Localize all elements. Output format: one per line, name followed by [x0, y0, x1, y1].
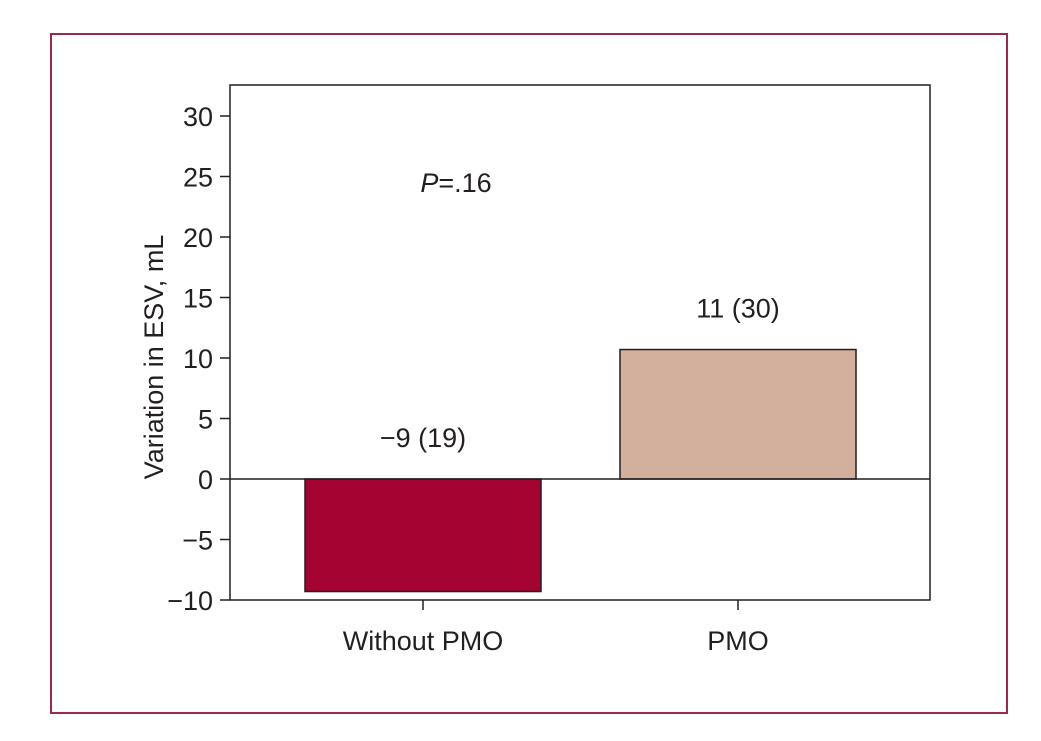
bar-pmo	[619, 348, 857, 480]
bars	[304, 348, 857, 593]
y-tick-label: 25	[183, 163, 213, 193]
x-tick-label: PMO	[707, 626, 769, 656]
bar-without-pmo	[304, 478, 542, 593]
y-tick-label: 0	[198, 465, 213, 495]
p-value: =.16	[438, 168, 491, 198]
bar-value-label: 11 (30)	[696, 294, 780, 324]
x-axis-ticks: Without PMO PMO	[343, 600, 769, 656]
y-axis-label: Variation in ESV, mL	[139, 235, 169, 480]
p-value-annotation: P=.16	[420, 168, 491, 198]
x-tick-label: Without PMO	[343, 626, 504, 656]
y-tick-label: −10	[167, 586, 213, 616]
plot-area-border	[229, 84, 931, 601]
figure-frame	[50, 33, 1008, 714]
bar-value-label: −9 (19)	[380, 423, 466, 453]
y-axis-ticks: 30 25 20 15 10 5 0 −5 −10	[167, 102, 230, 616]
y-tick-label: 30	[183, 102, 213, 132]
bar-value-labels: −9 (19) 11 (30)	[380, 294, 780, 453]
y-tick-label: 20	[183, 223, 213, 253]
y-tick-label: −5	[182, 526, 213, 556]
y-tick-label: 10	[183, 344, 213, 374]
p-symbol: P	[420, 168, 438, 198]
y-tick-label: 15	[183, 284, 213, 314]
y-tick-label: 5	[198, 405, 213, 435]
